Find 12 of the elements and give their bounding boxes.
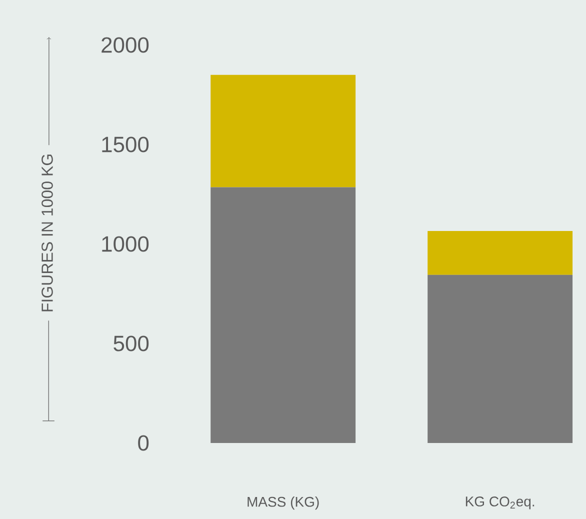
bar [210, 187, 356, 443]
bar [428, 274, 573, 443]
y-tick-label: 0 [138, 435, 149, 451]
y-axis-title: FIGURES IN 1000 KG [42, 154, 53, 312]
y-tick-label: 1500 [102, 136, 149, 152]
bar [428, 231, 573, 275]
y-tick-label: 1000 [102, 236, 149, 252]
y-tick-label: 2000 [102, 37, 149, 53]
x-tick-label: MASS (KG) [248, 496, 319, 510]
bar [210, 74, 356, 188]
y-tick-label: 500 [114, 336, 149, 352]
x-tick-label: KG CO$_{2}$eq. [466, 496, 534, 510]
